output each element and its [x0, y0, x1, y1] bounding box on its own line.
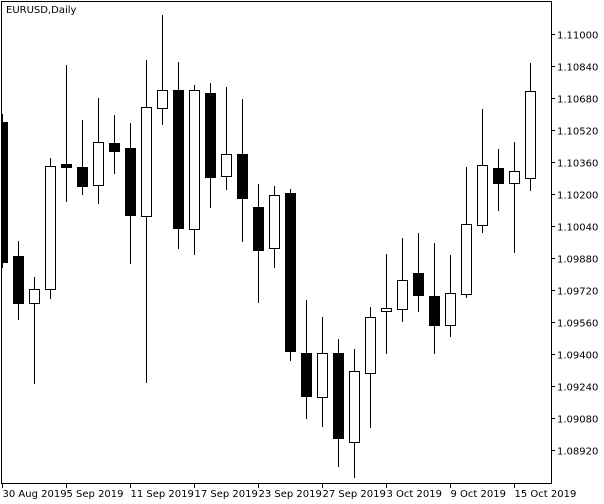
- candle: [77, 120, 88, 195]
- candle: [461, 167, 472, 298]
- y-tick-label: 1.10680: [557, 95, 598, 106]
- y-tick-label: 1.11000: [557, 31, 598, 42]
- bull-candle-body: [477, 165, 488, 226]
- bull-candle-body: [269, 195, 280, 249]
- chart-title: EURUSD,Daily: [6, 5, 77, 16]
- bull-candle-body: [93, 142, 104, 186]
- bull-candle-body: [45, 166, 56, 290]
- candle: [397, 238, 408, 322]
- y-tick-label: 1.10360: [557, 159, 598, 170]
- bull-candle-body: [221, 154, 232, 177]
- x-tick-label: 23 Sep 2019: [259, 489, 322, 500]
- bull-candle-body: [141, 107, 152, 217]
- candle: [253, 184, 264, 303]
- y-tick-label: 1.09880: [557, 255, 598, 266]
- candle: [93, 98, 104, 204]
- bull-candle-body: [509, 171, 520, 184]
- candle: [269, 186, 280, 268]
- candle: [205, 83, 216, 208]
- candle: [29, 277, 40, 384]
- bear-candle-body: [77, 167, 88, 187]
- candle: [157, 15, 168, 125]
- y-tick-label: 1.09400: [557, 351, 598, 362]
- candle: [333, 339, 344, 467]
- candle: [365, 307, 376, 428]
- bull-candle-body: [157, 90, 168, 109]
- candle: [477, 109, 488, 233]
- candle: [429, 243, 440, 354]
- candle: [301, 300, 312, 419]
- candle: [349, 349, 360, 478]
- bull-candle-body: [29, 289, 40, 304]
- candle: [141, 60, 152, 383]
- bear-candle-body: [205, 93, 216, 178]
- x-tick-label: 17 Sep 2019: [195, 489, 258, 500]
- bull-candle-body: [461, 224, 472, 295]
- candle: [509, 142, 520, 253]
- candle: [173, 62, 184, 249]
- candle: [109, 115, 120, 174]
- y-tick-label: 1.10200: [557, 191, 598, 202]
- y-tick-label: 1.10040: [557, 223, 598, 234]
- bear-candle-body: [493, 168, 504, 184]
- bear-candle-body: [237, 154, 248, 199]
- bear-candle-body: [285, 193, 296, 352]
- bull-candle-body: [317, 353, 328, 398]
- bull-candle-body: [349, 371, 360, 443]
- x-tick-label: 9 Oct 2019: [451, 489, 506, 500]
- y-tick-label: 1.09560: [557, 319, 598, 330]
- bear-candle-body: [429, 296, 440, 326]
- x-tick-label: 15 Oct 2019: [515, 489, 577, 500]
- y-tick-label: 1.09720: [557, 287, 598, 298]
- candle: [317, 317, 328, 427]
- candle: [45, 158, 56, 299]
- y-tick-label: 1.09240: [557, 383, 598, 394]
- bull-candle-body: [397, 280, 408, 310]
- bull-candle-body: [189, 90, 200, 230]
- bear-candle-body: [61, 164, 72, 168]
- y-tick-label: 1.09080: [557, 415, 598, 426]
- x-tick-label: 27 Sep 2019: [323, 489, 386, 500]
- bull-candle-body: [365, 317, 376, 374]
- candle: [61, 65, 72, 202]
- candle: [413, 233, 424, 312]
- bull-candle-body: [525, 91, 536, 179]
- candle: [189, 85, 200, 255]
- y-tick-label: 1.08920: [557, 447, 598, 458]
- candle: [221, 87, 232, 190]
- bear-candle-body: [253, 207, 264, 251]
- bear-candle-body: [13, 256, 24, 304]
- candle: [2, 114, 8, 268]
- bull-candle-body: [381, 308, 392, 312]
- y-tick-label: 1.10840: [557, 63, 598, 74]
- x-tick-label: 30 Aug 2019: [3, 489, 67, 500]
- bear-candle-body: [333, 353, 344, 439]
- time-axis[interactable]: 30 Aug 2019 5 Sep 2019 11 Sep 2019 17 Sep 2…: [2, 483, 577, 500]
- price-axis[interactable]: 1.11000 1.10840 1.10680 1.10520 1.10360 1.102…: [551, 31, 598, 458]
- bull-candle-body: [445, 293, 456, 326]
- x-tick-label: 5 Sep 2019: [67, 489, 124, 500]
- candle: [125, 123, 136, 264]
- x-tick-label: 11 Sep 2019: [131, 489, 194, 500]
- y-tick-label: 1.10520: [557, 127, 598, 138]
- bear-candle-body: [109, 143, 120, 152]
- bear-candle-body: [413, 273, 424, 296]
- candle: [237, 99, 248, 242]
- x-tick-label: 3 Oct 2019: [387, 489, 442, 500]
- bear-candle-body: [173, 90, 184, 229]
- bear-candle-body: [2, 122, 8, 263]
- bear-candle-body: [301, 353, 312, 397]
- candle: [381, 254, 392, 354]
- candle: [493, 149, 504, 211]
- candle: [525, 63, 536, 191]
- candles-layer: [2, 15, 536, 478]
- candle: [285, 189, 296, 361]
- candle: [445, 255, 456, 337]
- candle: [13, 241, 24, 320]
- bear-candle-body: [125, 148, 136, 216]
